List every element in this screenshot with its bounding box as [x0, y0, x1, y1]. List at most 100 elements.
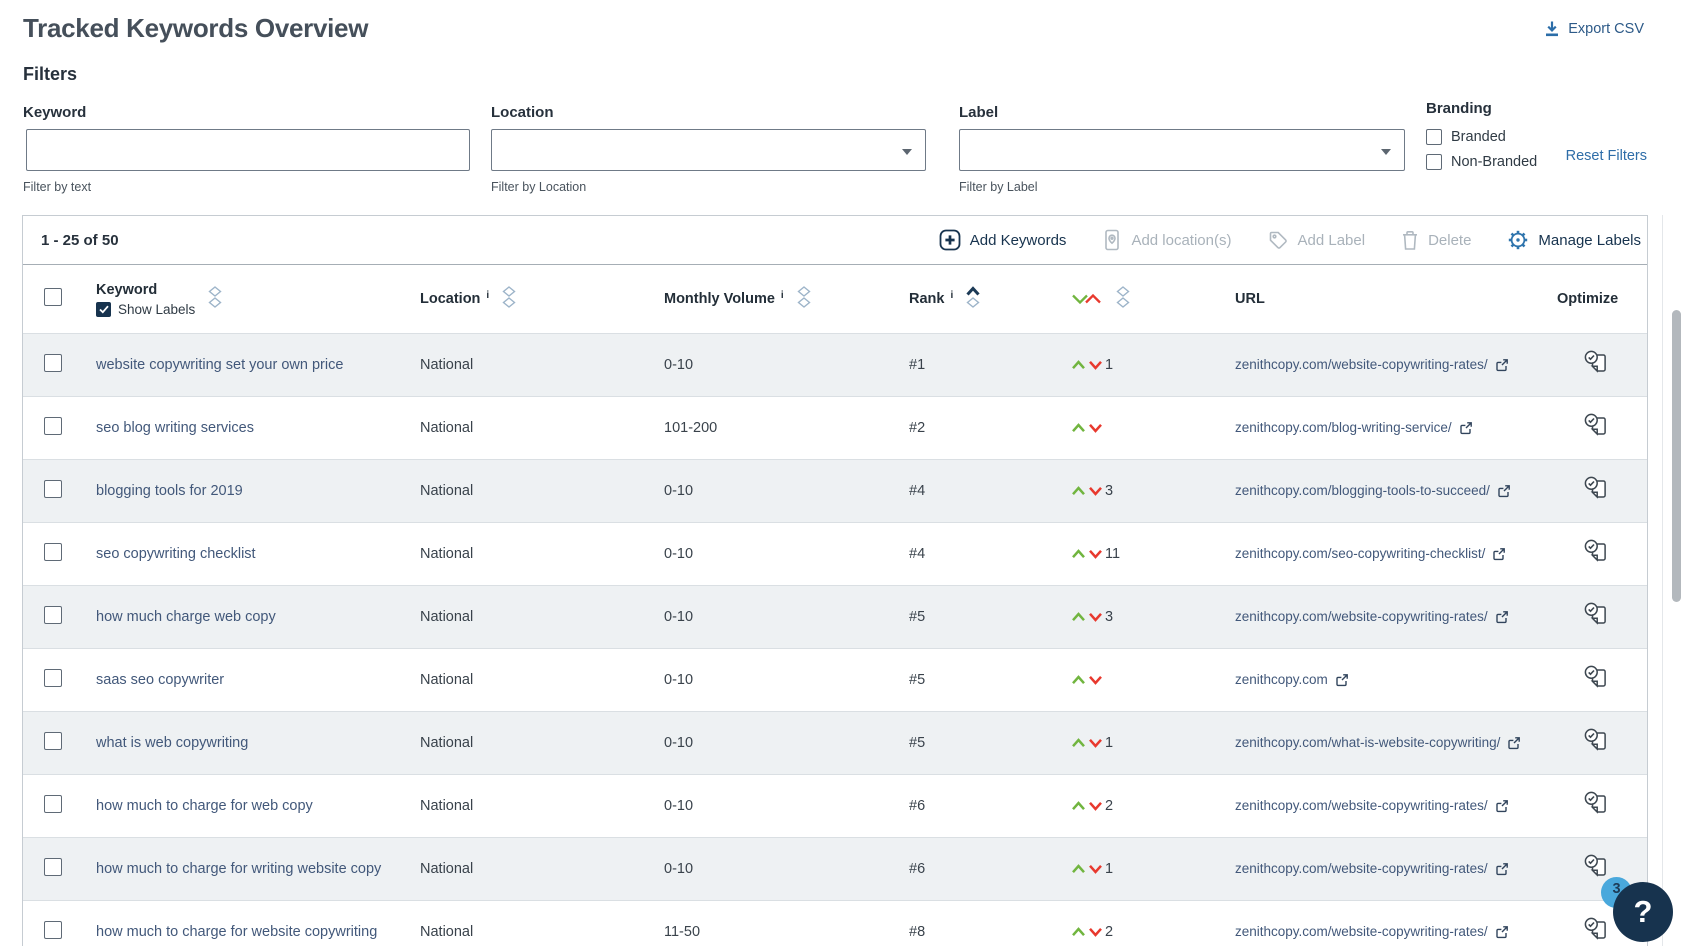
optimize-icon[interactable] [1583, 601, 1610, 628]
row-checkbox[interactable] [44, 353, 62, 372]
optimize-icon[interactable] [1583, 538, 1610, 565]
rank-change-cell: 1 [1071, 861, 1235, 877]
rank-down-icon [1088, 864, 1103, 874]
url-link[interactable]: zenithcopy.com/website-copywriting-rates… [1235, 798, 1509, 813]
rank-change-icon [1071, 293, 1103, 305]
optimize-icon[interactable] [1583, 412, 1610, 439]
location-cell: National [420, 861, 474, 877]
location-cell: National [420, 420, 474, 436]
label-filter-select[interactable] [959, 129, 1405, 171]
keyword-link[interactable]: saas seo copywriter [96, 672, 225, 688]
url-column-header: URL [1235, 291, 1265, 307]
optimize-icon[interactable] [1583, 790, 1610, 817]
keyword-filter-input[interactable] [26, 129, 470, 171]
rank-down-icon [1088, 927, 1103, 937]
keyword-link[interactable]: how much charge web copy [96, 609, 276, 625]
rank-down-icon [1088, 549, 1103, 559]
sort-icon[interactable] [502, 286, 516, 312]
optimize-icon[interactable] [1583, 916, 1610, 943]
url-link[interactable]: zenithcopy.com/website-copywriting-rates… [1235, 609, 1509, 624]
url-link[interactable]: zenithcopy.com [1235, 672, 1349, 687]
url-link[interactable]: zenithcopy.com/blog-writing-service/ [1235, 420, 1473, 435]
keyword-link[interactable]: blogging tools for 2019 [96, 483, 243, 499]
optimize-icon[interactable] [1583, 727, 1610, 754]
keywords-table: 1 - 25 of 50 Add Keywords [22, 215, 1648, 946]
vertical-scrollbar[interactable] [1672, 310, 1681, 602]
show-labels-checkbox[interactable] [96, 301, 111, 317]
chevron-down-icon [1381, 149, 1391, 155]
row-checkbox[interactable] [44, 416, 62, 435]
keyword-link[interactable]: what is web copywriting [96, 735, 249, 751]
rank-cell: #4 [909, 546, 926, 562]
keyword-filter-helper: Filter by text [23, 180, 92, 194]
rank-cell: #5 [909, 735, 926, 751]
rank-cell: #5 [909, 609, 926, 625]
add-keywords-button[interactable]: Add Keywords [939, 229, 1066, 251]
export-csv-button[interactable]: Export CSV [1544, 20, 1644, 37]
monthly-volume-cell: 0-10 [664, 546, 694, 562]
external-link-icon [1507, 736, 1521, 750]
rank-down-icon [1088, 801, 1103, 811]
rank-change-cell: 2 [1071, 924, 1235, 940]
row-checkbox[interactable] [44, 605, 62, 624]
keyword-link[interactable]: seo blog writing services [96, 420, 254, 436]
url-link[interactable]: zenithcopy.com/blogging-tools-to-succeed… [1235, 483, 1511, 498]
keyword-column-header: Keyword [96, 281, 158, 298]
rank-up-icon [1071, 864, 1086, 874]
sort-icon[interactable] [1116, 286, 1130, 312]
rank-cell: #2 [909, 420, 926, 436]
optimize-icon[interactable] [1583, 664, 1610, 691]
table-row: seo copywriting checklist National 0-10 … [23, 522, 1647, 585]
row-checkbox[interactable] [44, 731, 62, 750]
non-branded-checkbox[interactable] [1426, 154, 1442, 170]
keyword-link[interactable]: how much to charge for web copy [96, 798, 313, 814]
keyword-link[interactable]: website copywriting set your own price [96, 357, 344, 373]
optimize-icon[interactable] [1583, 475, 1610, 502]
table-row: what is web copywriting National 0-10 #5… [23, 711, 1647, 774]
row-checkbox[interactable] [44, 794, 62, 813]
manage-labels-button[interactable]: Manage Labels [1507, 229, 1641, 251]
url-link[interactable]: zenithcopy.com/website-copywriting-rates… [1235, 924, 1509, 939]
rank-cell: #6 [909, 861, 926, 877]
info-marker: i [486, 289, 490, 301]
table-row: how much to charge for web copy National… [23, 774, 1647, 837]
location-cell: National [420, 357, 474, 373]
keyword-link[interactable]: seo copywriting checklist [96, 546, 256, 562]
url-link[interactable]: zenithcopy.com/website-copywriting-rates… [1235, 861, 1509, 876]
sort-icon[interactable] [208, 286, 222, 312]
row-checkbox[interactable] [44, 479, 62, 498]
rank-up-icon [1071, 801, 1086, 811]
row-checkbox[interactable] [44, 920, 62, 939]
rank-down-icon [1088, 612, 1103, 622]
rank-cell: #8 [909, 924, 926, 940]
row-checkbox[interactable] [44, 857, 62, 876]
keyword-link[interactable]: how much to charge for writing website c… [96, 861, 382, 877]
sort-icon-active-asc[interactable] [966, 286, 980, 312]
table-row: how much to charge for writing website c… [23, 837, 1647, 900]
optimize-icon[interactable] [1583, 853, 1610, 880]
reset-filters-link[interactable]: Reset Filters [1565, 148, 1647, 164]
row-checkbox[interactable] [44, 668, 62, 687]
url-link[interactable]: zenithcopy.com/website-copywriting-rates… [1235, 357, 1509, 372]
table-row: how much to charge for website copywriti… [23, 900, 1647, 946]
delete-button[interactable]: Delete [1401, 230, 1471, 251]
optimize-icon[interactable] [1583, 349, 1610, 376]
branded-checkbox[interactable] [1426, 129, 1442, 145]
non-branded-checkbox-row: Non-Branded [1426, 154, 1537, 170]
external-link-icon [1459, 421, 1473, 435]
url-link[interactable]: zenithcopy.com/seo-copywriting-checklist… [1235, 546, 1506, 561]
add-locations-button[interactable]: Add location(s) [1102, 229, 1232, 251]
location-filter-select[interactable] [491, 129, 926, 171]
monthly-volume-cell: 0-10 [664, 609, 694, 625]
rank-down-icon [1088, 738, 1103, 748]
select-all-checkbox[interactable] [44, 287, 62, 306]
add-label-button[interactable]: Add Label [1268, 230, 1365, 251]
sort-icon[interactable] [797, 286, 811, 312]
keyword-link[interactable]: how much to charge for website copywriti… [96, 924, 378, 940]
help-button[interactable]: ? [1613, 882, 1673, 942]
location-cell: National [420, 609, 474, 625]
url-link[interactable]: zenithcopy.com/what-is-website-copywriti… [1235, 735, 1521, 750]
row-checkbox[interactable] [44, 542, 62, 561]
info-marker: i [950, 289, 954, 301]
